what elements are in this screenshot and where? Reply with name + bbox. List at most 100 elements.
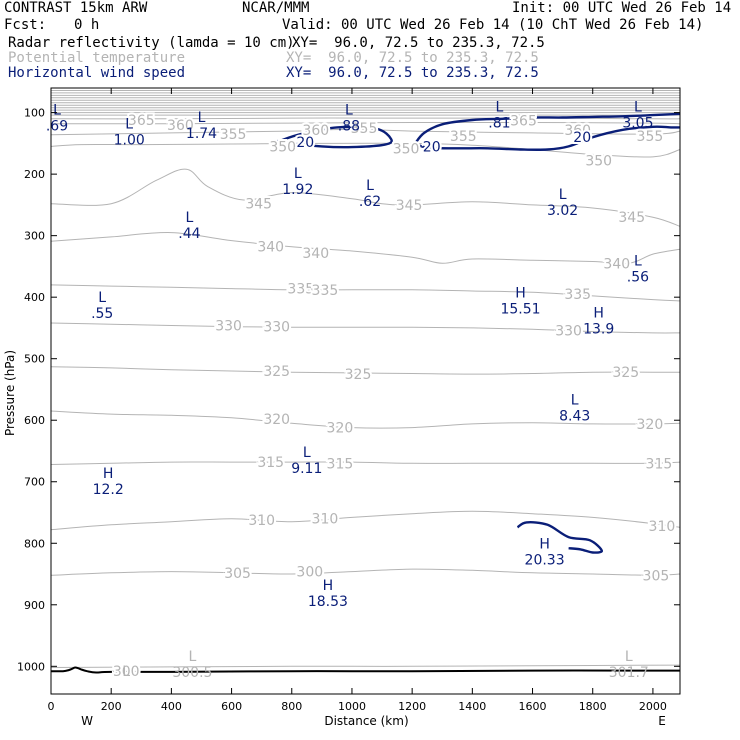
high-marker: H: [103, 466, 114, 482]
extremum-value-label: 9.11: [291, 461, 322, 477]
x-tick-label: 1800: [579, 700, 607, 713]
theta-contour-label: 345: [245, 197, 272, 213]
theta-contour-label: 300: [296, 565, 323, 581]
field-xy-theta: XY= 96.0, 72.5 to 235.3, 72.5: [286, 50, 539, 66]
theta-contour-label: 310: [649, 519, 676, 535]
high-marker: H: [323, 578, 334, 594]
theta-contour-label: 335: [287, 282, 314, 298]
theta-contour-label: 350: [585, 154, 612, 170]
y-tick-label: 600: [24, 414, 45, 427]
extremum-value-label: .69: [46, 119, 68, 135]
init-time: Init: 00 UTC Wed 26 Feb 14: [512, 0, 732, 16]
theta-contour-label: 330: [555, 323, 582, 339]
extremum-value-label: 3.05: [622, 116, 653, 132]
high-marker: H: [515, 285, 526, 301]
theta-contour-layer: [51, 89, 680, 668]
low-marker: L: [188, 649, 196, 665]
theta-contour-300: [51, 664, 680, 668]
contour-label-layer: 365 360 355 350 360 355 350 355 365 360 355 350 345 3…: [111, 111, 677, 682]
y-tick-label: 200: [24, 168, 45, 181]
theta-contour-305: [51, 568, 680, 576]
theta-contour-label: 305: [643, 568, 670, 584]
extremum-value-label: 15.51: [500, 301, 540, 317]
theta-contour-350: [51, 142, 680, 158]
field-name-theta: Potential temperature: [8, 50, 186, 66]
field-xy-wind: XY= 96.0, 72.5 to 235.3, 72.5: [286, 65, 539, 81]
wind-contour-20-2: [414, 125, 680, 151]
theta-contour-label: 310: [312, 512, 339, 528]
low-marker: L: [294, 166, 302, 182]
theta-contour-label: 340: [603, 256, 630, 272]
fcst-label: Fcst:: [4, 17, 47, 33]
theta-contour-label: 365: [510, 114, 537, 130]
surface-pressure-line: [51, 666, 680, 674]
theta-contour-340: [51, 232, 680, 265]
low-marker: L: [98, 290, 106, 306]
y-tick-label: 500: [24, 353, 45, 366]
x-tick-label: 600: [221, 700, 242, 713]
theta-contour-label: 335: [312, 283, 339, 299]
theta-contour-label: 355: [637, 129, 664, 145]
low-marker: L: [185, 210, 193, 226]
extremum-value-label: 3.02: [547, 203, 578, 219]
theta-contour-label: 325: [612, 365, 639, 381]
x-tick-label: 1400: [458, 700, 486, 713]
theta-contour-label: 360: [302, 123, 329, 139]
y-tick-label: 400: [24, 291, 45, 304]
extremum-value-label: 1.92: [282, 182, 313, 198]
extremum-value-label: 13.9: [583, 322, 614, 338]
valid-time: Valid: 00 UTC Wed 26 Feb 14 (10 ChT Wed …: [282, 17, 704, 33]
extremum-value-label: 1.00: [114, 133, 145, 149]
low-marker: L: [122, 664, 130, 680]
x-tick-label: 800: [281, 700, 302, 713]
theta-contour-label: 315: [327, 456, 354, 472]
low-marker: L: [495, 100, 503, 116]
extremum-value-label: 8.43: [559, 408, 590, 424]
theta-contour-315: [51, 461, 680, 465]
extremum-value-label: 300.5: [172, 665, 212, 681]
theta-contour-335: [51, 284, 680, 302]
field-xy-reflectivity: XY= 96.0, 72.5 to 235.3, 72.5: [292, 35, 545, 51]
wind-contour-label: 20: [296, 135, 314, 151]
low-marker: L: [634, 100, 642, 116]
low-marker: L: [125, 117, 133, 133]
high-marker: H: [593, 306, 604, 322]
low-marker: L: [345, 103, 353, 119]
theta-contour-label: 355: [220, 127, 247, 143]
y-tick-label: 900: [24, 599, 45, 612]
theta-contour-label: 365: [128, 113, 155, 129]
theta-contour-label: 340: [257, 240, 284, 256]
y-tick-label: 800: [24, 537, 45, 550]
y-tick-label: 700: [24, 476, 45, 489]
extremum-value-label: 301.7: [609, 665, 649, 681]
theta-contour-label: 320: [263, 412, 290, 428]
theta-contour-310: [51, 510, 680, 531]
x-axis-end-right: E: [658, 714, 666, 728]
extremum-value-label: .81: [488, 116, 510, 132]
theta-contour-label: 350: [269, 139, 296, 155]
extremum-value-label: .56: [627, 269, 649, 285]
high-marker: H: [539, 536, 550, 552]
theta-contour-label: 360: [167, 118, 194, 134]
wind-contour-20-0: [276, 125, 393, 149]
x-axis-end-left: W: [81, 714, 93, 728]
theta-contour-label: 310: [248, 513, 275, 529]
theta-contour-label: 325: [345, 367, 372, 383]
low-marker: L: [366, 178, 374, 194]
theta-contour-label: 315: [646, 456, 673, 472]
theta-contour-label: 350: [393, 141, 420, 157]
wind-contour-20-1: [414, 112, 680, 145]
theta-contour-label: 330: [263, 320, 290, 336]
x-tick-label: 400: [161, 700, 182, 713]
low-marker: L: [53, 103, 61, 119]
theta-contour-label: 355: [351, 121, 378, 137]
theta-contour-label: 335: [564, 287, 591, 303]
low-marker: L: [625, 649, 633, 665]
theta-contour-345: [51, 168, 680, 227]
field-name-wind: Horizontal wind speed: [8, 65, 186, 81]
theta-contour-label: 315: [257, 455, 284, 471]
low-marker: L: [571, 392, 579, 408]
theta-contour-label: 345: [396, 198, 423, 214]
x-tick-label: 0: [48, 700, 55, 713]
